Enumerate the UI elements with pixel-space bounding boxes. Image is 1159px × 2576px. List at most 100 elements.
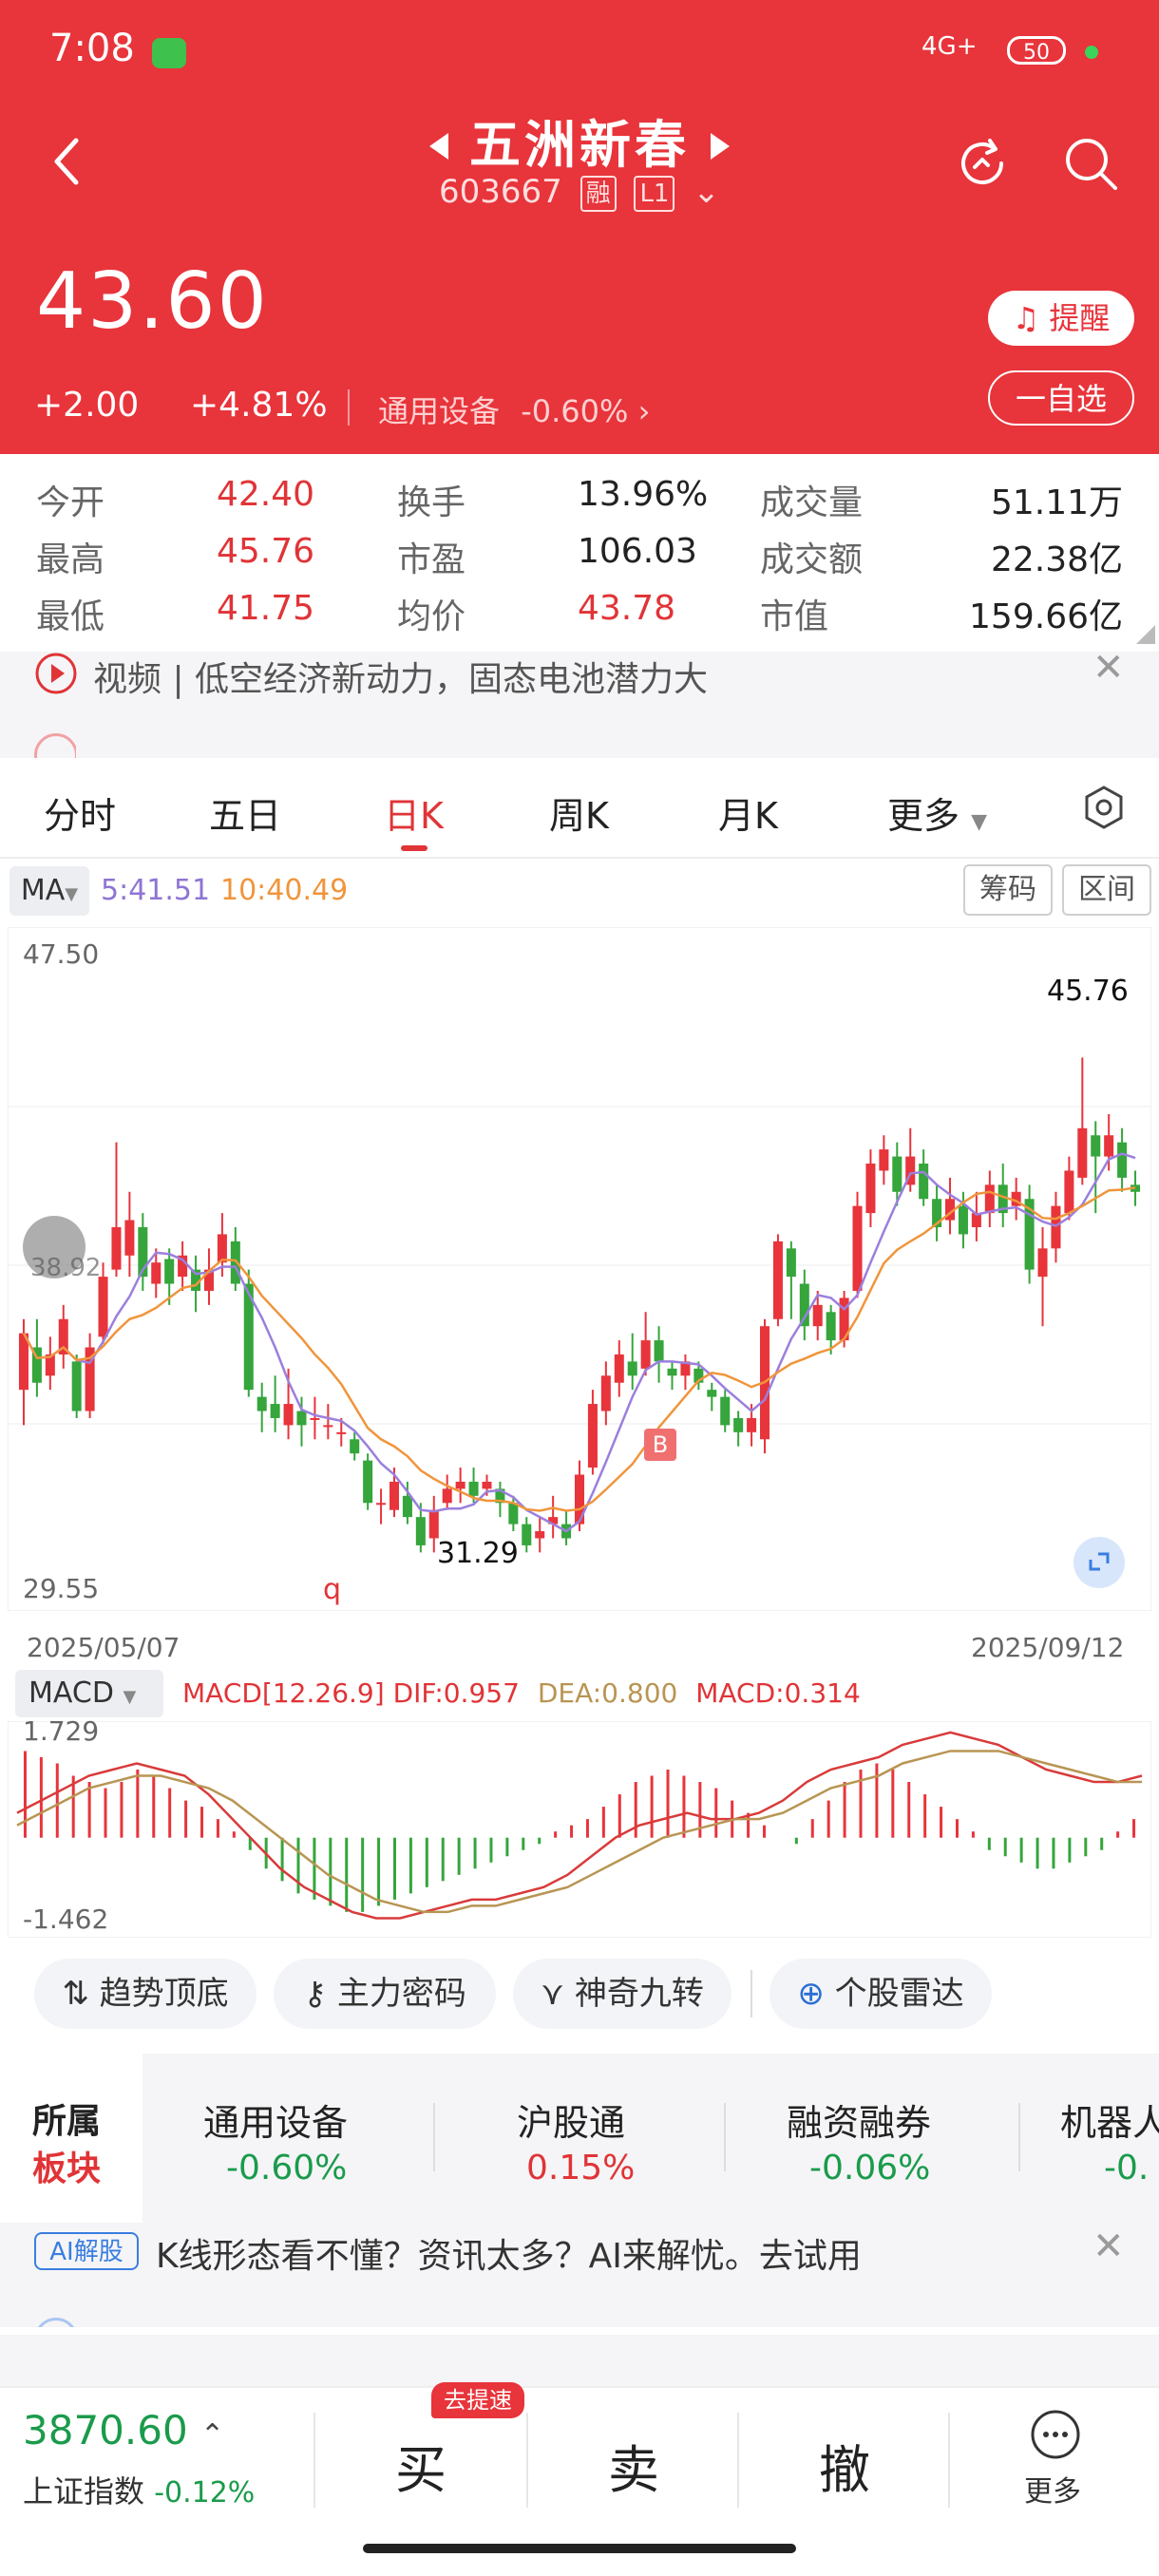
macd-y-bottom-label: -1.462: [23, 1904, 109, 1935]
main-force-code-button[interactable]: ⚷ 主力密码: [274, 1959, 496, 2029]
y-axis-top-label: 47.50: [23, 938, 100, 970]
tab-more-label: 更多: [887, 795, 960, 837]
candle-body: [680, 1361, 691, 1376]
news-banner[interactable]: 视频 | 低空经济新动力，固态电池潜力大 ✕: [0, 646, 1159, 758]
nine-turn-icon: ⋎: [541, 1975, 565, 2013]
buy-button[interactable]: 买: [395, 2440, 446, 2500]
signal-icon: 4G+: [922, 32, 978, 61]
floating-ball-icon[interactable]: [23, 1216, 86, 1279]
candle-body: [243, 1283, 254, 1391]
candle-body: [164, 1259, 175, 1284]
ai-banner[interactable]: AI解股 K线形态看不懂？资讯太多？AI来解忧。去试用 ✕: [0, 2223, 1159, 2327]
stock-name[interactable]: 五洲新春: [469, 115, 690, 175]
candle-body: [958, 1205, 968, 1235]
ai-badge: AI解股: [34, 2232, 139, 2270]
divider: [433, 2103, 435, 2171]
y-axis-bottom-label: 29.55: [23, 1573, 100, 1604]
candle-body: [1064, 1170, 1074, 1214]
sector-link[interactable]: 通用设备 -0.60% ›: [378, 388, 650, 431]
home-indicator[interactable]: [363, 2544, 796, 2553]
add-favorite-button[interactable]: 一自选: [988, 370, 1134, 426]
tab-more[interactable]: 更多 ▼: [887, 786, 987, 839]
stock-radar-button[interactable]: ⊕ 个股雷达: [770, 1959, 992, 2029]
active-tab-indicator: [401, 845, 428, 851]
candle-body: [98, 1277, 108, 1337]
candle-body: [654, 1340, 664, 1362]
kline-chart[interactable]: [8, 927, 1151, 1611]
candle-body: [178, 1255, 188, 1278]
candle-body: [574, 1474, 585, 1525]
sell-button[interactable]: 卖: [608, 2440, 659, 2500]
sector-item-name[interactable]: 融资融券: [787, 2102, 932, 2144]
stat-label: 最低: [36, 597, 105, 636]
magic-nine-label: 神奇九转: [574, 1975, 704, 2013]
macd-chart[interactable]: [8, 1721, 1151, 1938]
stat-value: 13.96%: [578, 475, 709, 514]
divider: [750, 1970, 752, 2017]
sector-item-name[interactable]: 通用设备: [203, 2102, 349, 2144]
sector-link-name: 通用设备: [378, 393, 501, 429]
sector-item-name[interactable]: 机器人: [1060, 2102, 1159, 2144]
trend-top-bottom-button[interactable]: ⇅ 趋势顶底: [34, 1959, 256, 2029]
stock-code-line[interactable]: 603667 融 L1 ⌄: [439, 173, 720, 212]
range-button[interactable]: 区间: [1062, 864, 1151, 916]
tab-weekly-k[interactable]: 周K: [549, 795, 609, 837]
candle-body: [522, 1524, 532, 1545]
candle-body: [71, 1361, 82, 1411]
search-icon[interactable]: [1060, 133, 1121, 194]
more-dots-icon[interactable]: [1030, 2409, 1081, 2460]
stat-value: 22.38亿: [990, 540, 1123, 579]
indicator-selector-button[interactable]: MACD ▼: [15, 1670, 163, 1717]
fullscreen-icon[interactable]: [1074, 1537, 1125, 1588]
bell-icon: ♫: [1012, 300, 1040, 336]
next-stock-icon[interactable]: [711, 133, 730, 160]
candle-body: [879, 1149, 889, 1171]
candle-body: [482, 1481, 492, 1489]
magic-nine-button[interactable]: ⋎ 神奇九转: [513, 1959, 732, 2029]
floating-ball-text: 38.92: [30, 1254, 102, 1282]
high-marker-label: 45.76: [1047, 975, 1129, 1008]
remind-button[interactable]: ♫ 提醒: [988, 291, 1134, 346]
candle-body: [667, 1368, 677, 1376]
chip-distribution-button[interactable]: 筹码: [963, 864, 1053, 916]
candle-body: [468, 1481, 479, 1496]
more-label[interactable]: 更多: [1024, 2475, 1081, 2509]
candle-body: [442, 1488, 452, 1504]
candle-body: [786, 1248, 796, 1278]
candle-body: [296, 1411, 307, 1426]
tab-five-day[interactable]: 五日: [209, 795, 282, 837]
index-value[interactable]: 3870.60 ⌃: [23, 2407, 224, 2453]
macd-value: MACD:0.314: [695, 1677, 861, 1709]
buy-marker[interactable]: B: [644, 1429, 676, 1461]
close-icon[interactable]: ✕: [1092, 646, 1125, 690]
margin-tag: 融: [580, 175, 617, 212]
tab-daily-k[interactable]: 日K: [384, 795, 444, 837]
sector-item-name[interactable]: 沪股通: [517, 2102, 626, 2144]
tab-intraday[interactable]: 分时: [44, 795, 117, 837]
candle-body: [151, 1262, 162, 1284]
event-marker-icon[interactable]: q: [323, 1573, 342, 1606]
candle-body: [772, 1241, 783, 1319]
prev-stock-icon[interactable]: [429, 133, 448, 160]
close-icon[interactable]: ✕: [1092, 2225, 1125, 2268]
candle-body: [45, 1354, 55, 1376]
candle-body: [852, 1205, 863, 1291]
cancel-order-button[interactable]: 撤: [819, 2440, 870, 2500]
settings-hex-icon[interactable]: [1081, 785, 1127, 830]
candle-body: [1011, 1191, 1021, 1206]
ma-selector-button[interactable]: MA▼: [10, 866, 89, 916]
sector-label-line1: 所属: [32, 2102, 102, 2141]
play-icon: [35, 653, 77, 694]
ma-label: MA: [20, 874, 66, 907]
stat-label: 成交额: [760, 540, 864, 579]
refresh-icon[interactable]: [952, 133, 1013, 194]
divider: [724, 2103, 726, 2171]
ma10-line: [22, 1186, 1136, 1512]
candle-body: [111, 1226, 122, 1270]
radar-icon: ⊕: [797, 1975, 825, 2013]
divider: [526, 2413, 528, 2508]
tab-monthly-k[interactable]: 月K: [718, 795, 778, 837]
back-icon[interactable]: [48, 133, 86, 190]
candle-body: [58, 1318, 68, 1354]
speed-up-badge[interactable]: 去提速: [431, 2382, 524, 2418]
